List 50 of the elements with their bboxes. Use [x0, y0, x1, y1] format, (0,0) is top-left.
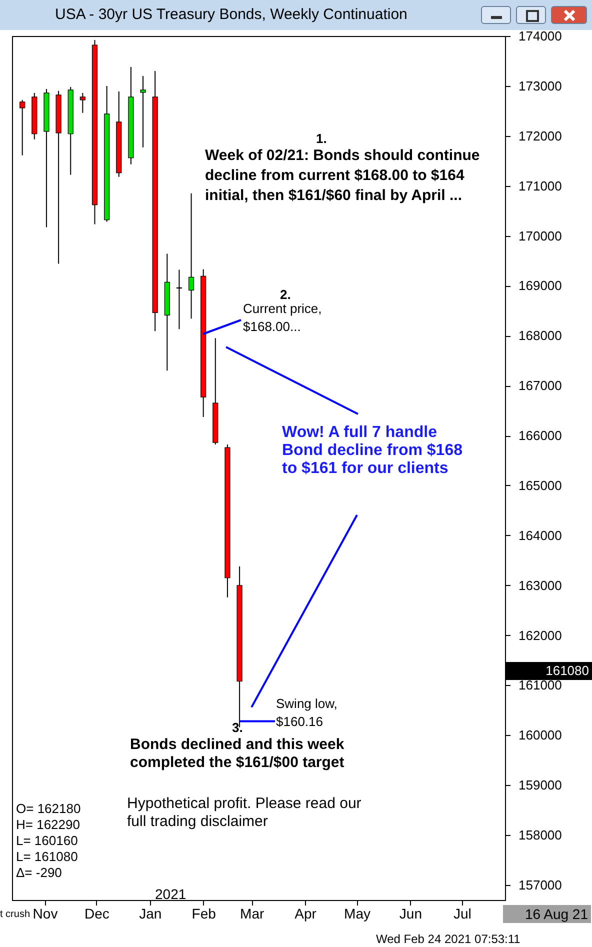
annotation: Swing low, $160.16	[276, 695, 338, 731]
y-tick-label: 162000	[518, 628, 562, 643]
annotation: H= 162290	[16, 816, 80, 834]
y-tick-label: 165000	[518, 478, 562, 493]
y-tick-label: 164000	[518, 528, 562, 543]
y-tick-label: 174000	[518, 28, 562, 44]
candlestick	[140, 75, 146, 148]
x-tick-label: Jan	[139, 906, 162, 922]
y-tick-label: 166000	[518, 428, 562, 444]
candlestick	[20, 99, 26, 156]
y-tick-label: 160000	[518, 728, 562, 743]
x-tick-label: Mar	[240, 906, 264, 922]
annotation: Bonds declined and this week completed the $161/$00 target	[130, 736, 346, 772]
annotation: 2021	[155, 885, 186, 903]
y-tick-label: 169000	[518, 278, 562, 294]
annotation: Δ= -290	[16, 864, 62, 882]
annotation: O= 162180	[16, 800, 81, 818]
x-tick-label: Jun	[399, 906, 422, 922]
y-tick-label: 170000	[518, 228, 562, 244]
y-tick-label: 173000	[518, 78, 562, 94]
y-tick-label: 157000	[518, 878, 562, 893]
annotation: 3.	[232, 719, 243, 737]
x-tick-label: Jul	[453, 906, 472, 922]
chart-title: USA - 30yr US Treasury Bonds, Weekly Continuation	[55, 6, 408, 23]
annotation: Wow! A full 7 handle Bond decline from $168 to $161 for our clients	[282, 424, 464, 478]
y-tick-label: 168000	[518, 328, 562, 344]
text: Wed Feb 24 2021 07:53:11	[376, 931, 520, 947]
x-tick-label: Apr	[294, 906, 317, 922]
annotation: Hypothetical profit. Please read our full trading disclaimer	[127, 795, 362, 831]
candlestick	[188, 192, 194, 320]
annotation: Week of 02/21: Bonds should continue decline from current $168.00 to $164 initial, then $161/$60 final by April ...	[205, 146, 480, 206]
x-tick-label: Feb	[192, 906, 216, 922]
text: 16 Aug 21	[503, 905, 591, 923]
candlestick	[176, 269, 182, 330]
y-tick-label: 171000	[518, 178, 562, 194]
x-tick-label: May	[344, 906, 370, 922]
x-tick-label: Nov	[32, 906, 58, 922]
annotation: L= 161080	[16, 848, 78, 866]
y-tick-label: 161000	[518, 678, 562, 693]
text: t crush	[0, 908, 30, 922]
y-tick-label: 163000	[518, 578, 562, 593]
candlestick	[80, 92, 86, 114]
x-tick-label: Dec	[84, 906, 110, 922]
annotation: 1.	[316, 130, 327, 148]
y-tick-label: 159000	[518, 778, 562, 793]
annotation: L= 160160	[16, 832, 78, 850]
y-tick-label: 172000	[518, 128, 562, 144]
y-tick-label: 167000	[518, 378, 562, 394]
y-tick-label: 158000	[518, 828, 562, 843]
price-tag: 161080	[506, 662, 592, 680]
